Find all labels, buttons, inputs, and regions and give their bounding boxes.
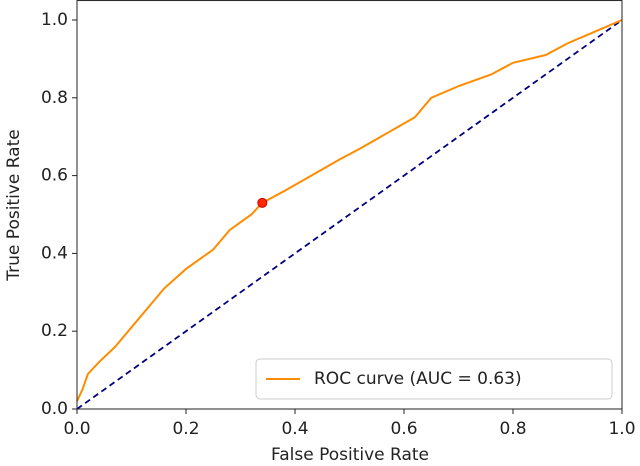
roc-curve: [76, 19, 623, 402]
y-tick-label: 0.4: [41, 243, 68, 263]
legend-label: ROC curve (AUC = 0.63): [314, 369, 522, 389]
x-tick-label: 0.4: [281, 419, 308, 439]
y-tick-label: 0.8: [41, 88, 68, 108]
y-tick-label: 1.0: [41, 10, 68, 30]
y-axis-label: True Positive Rate: [4, 129, 24, 281]
threshold-point: [257, 197, 268, 208]
x-tick-label: 0.0: [63, 419, 90, 439]
diagonal-line: [76, 19, 623, 410]
legend-box: [255, 358, 613, 400]
x-tick-label: 0.6: [390, 419, 417, 439]
x-tick-label: 0.2: [172, 419, 199, 439]
y-tick-label: 0.6: [41, 166, 68, 186]
plot-frame: [76, 0, 623, 410]
x-tick-label: 0.8: [499, 419, 526, 439]
x-tick-label: 1.0: [608, 419, 635, 439]
y-tick-label: 0.0: [41, 399, 68, 419]
y-tick-label: 0.2: [41, 321, 68, 341]
x-axis-label: False Positive Rate: [271, 445, 429, 465]
